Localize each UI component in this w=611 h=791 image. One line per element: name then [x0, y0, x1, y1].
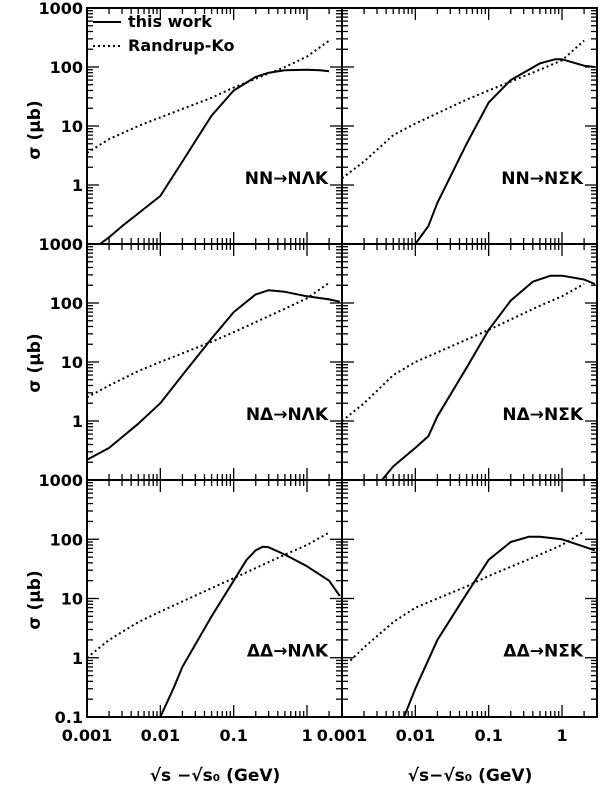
- x-tick-label: 0.001: [317, 726, 368, 745]
- reaction-label: NN→NΣK: [501, 169, 584, 189]
- series-this-work: [414, 58, 595, 244]
- x-tick-label: 0.1: [220, 726, 248, 745]
- panel-row1-right: NN→NΣK: [341, 7, 598, 245]
- panel-row2-right: NΔ→NΣK: [341, 243, 598, 481]
- series-this-work: [381, 274, 596, 480]
- y-tick-label: 1000: [38, 235, 83, 254]
- x-tick-label: 0.1: [475, 726, 503, 745]
- panel-row3-left: 0.1 1 10 100 1000 0.001 0.01 0.1 1 0.001 ΔΔ→NΛK: [38, 471, 367, 745]
- series-this-work: [87, 289, 341, 461]
- x-axis-label-right: √s−√s₀ (GeV): [408, 766, 533, 786]
- reaction-label: ΔΔ→NΛK: [247, 642, 329, 662]
- series-this-work: [403, 535, 596, 717]
- y-tick-label: 100: [50, 58, 83, 77]
- legend-solid-label: this work: [128, 12, 212, 31]
- x-axis-label-left: √s −√s₀ (GeV): [150, 766, 281, 786]
- y-tick-label: 1000: [38, 471, 83, 490]
- x-tick-label: 1: [301, 726, 312, 745]
- series-this-work: [99, 68, 330, 244]
- series-randrup-ko: [87, 281, 330, 399]
- panel-row2-left: 1 10 100 1000 NΔ→NΛK: [38, 235, 343, 481]
- y-tick-label: 1: [72, 176, 83, 195]
- x-tick-label: 0.001: [62, 726, 113, 745]
- reaction-label: NN→NΛK: [245, 169, 329, 189]
- reaction-label: NΔ→NΣK: [502, 405, 583, 425]
- y-tick-label: 1: [72, 412, 83, 431]
- panel-frame: [86, 243, 343, 481]
- series-randrup-ko: [349, 530, 585, 662]
- panel-row1-left: 1 10 100 1000 NN→NΛK: [38, 0, 343, 245]
- y-axis-label: σ (μb): [25, 570, 45, 629]
- y-tick-label: 10: [61, 353, 83, 372]
- y-axis-label: σ (μb): [25, 333, 45, 392]
- series-randrup-ko: [87, 39, 330, 154]
- y-tick-label: 1000: [38, 0, 83, 18]
- y-tick-label: 100: [50, 294, 83, 313]
- x-tick-label: 1: [556, 726, 567, 745]
- y-axis-label: σ (μb): [25, 100, 45, 159]
- series-this-work: [159, 545, 341, 717]
- y-tick-label: 100: [50, 530, 83, 549]
- panel-row3-right: 0.01 0.1 1 ΔΔ→NΣK: [341, 479, 598, 745]
- series-randrup-ko: [342, 283, 585, 422]
- y-tick-label: 10: [61, 117, 83, 136]
- legend-dotted-label: Randrup-Ko: [128, 36, 234, 55]
- panel-frame: [341, 7, 598, 245]
- reaction-label: NΔ→NΛK: [246, 405, 329, 425]
- panel-frame: [341, 479, 598, 718]
- panels: 1 10 100 1000 NN→NΛK NN→NΣK 1 10 100 1000 NΔ→NΛK NΔ…: [38, 0, 598, 745]
- y-tick-label: 1: [72, 649, 83, 668]
- reaction-label: ΔΔ→NΣK: [503, 642, 583, 662]
- y-tick-label: 0.1: [55, 708, 83, 727]
- x-tick-label: 0.01: [396, 726, 435, 745]
- y-tick-label: 10: [61, 590, 83, 609]
- legend: this work Randrup-Ko: [93, 12, 234, 55]
- series-randrup-ko: [342, 39, 585, 180]
- x-tick-label: 0.01: [141, 726, 180, 745]
- panel-frame: [86, 479, 343, 718]
- series-randrup-ko: [87, 531, 330, 659]
